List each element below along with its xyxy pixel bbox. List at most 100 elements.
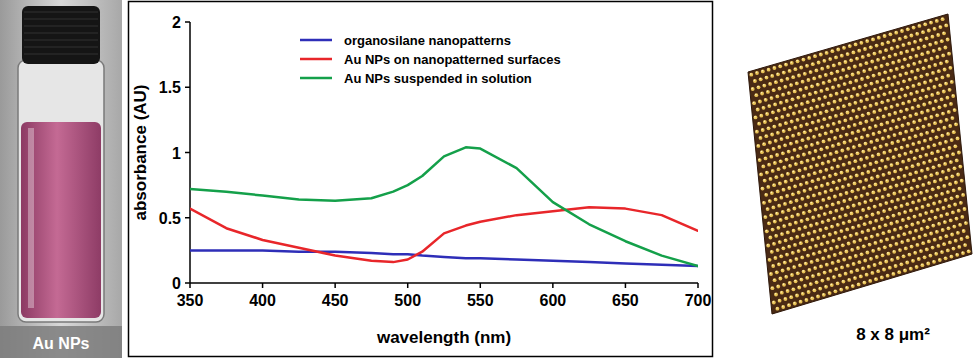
afm-dot-highlight [908,253,910,255]
afm-dot-highlight [889,150,891,152]
afm-dot-highlight [908,159,910,161]
afm-dot-highlight [909,114,911,116]
afm-dot [893,111,897,115]
afm-dot [884,260,888,264]
afm-dot-highlight [889,91,891,93]
afm-dot [762,84,766,88]
afm-dot-highlight [789,282,791,284]
afm-dot-highlight [782,210,784,212]
afm-dot-highlight [924,117,926,119]
afm-dot-highlight [782,188,784,190]
afm-dot-highlight [782,306,784,308]
afm-dot [856,188,860,192]
afm-dot [904,94,908,98]
afm-dot [892,250,896,254]
afm-dot [915,265,919,269]
y-tick-label: 1.5 [159,79,181,96]
afm-dot-highlight [816,259,818,261]
afm-dot [837,142,841,146]
afm-dot [781,93,785,97]
afm-dot-highlight [881,159,883,161]
afm-dot-highlight [779,123,781,125]
afm-dot [844,213,848,217]
afm-dot [835,128,839,132]
afm-dot [796,59,800,63]
cap-ridge [24,26,98,27]
afm-dot [855,268,859,272]
afm-dot-highlight [863,128,865,130]
afm-dot [754,93,758,97]
afm-dot-highlight [866,134,868,136]
afm-dot-highlight [886,238,888,240]
afm-dot-highlight [804,109,806,111]
afm-dot-highlight [776,154,778,156]
afm-dot-highlight [812,99,814,101]
afm-dot [804,203,808,207]
afm-dot-highlight [875,66,877,68]
afm-dot [919,249,923,253]
afm-dot [842,104,846,108]
afm-dot-highlight [798,133,800,135]
afm-dot-highlight [895,31,897,33]
afm-dot-highlight [885,107,887,109]
afm-dot [903,269,907,273]
afm-dot [908,253,912,257]
afm-dot [880,100,884,104]
afm-dot-highlight [892,156,894,158]
afm-dot [867,53,871,57]
afm-dot [757,85,761,89]
afm-dot-highlight [904,211,906,213]
afm-dot-highlight [836,187,838,189]
afm-dot-highlight [887,157,889,159]
afm-dot [824,73,828,77]
afm-dot [790,61,794,65]
afm-dot-highlight [921,111,923,113]
afm-dot [858,180,862,184]
afm-dot [775,270,779,274]
afm-dot [917,141,921,145]
afm-dot-highlight [885,85,887,87]
afm-dot-highlight [785,275,787,277]
afm-dot [820,184,824,188]
afm-dot [809,282,813,286]
afm-dot [807,78,811,82]
afm-dot [879,203,883,207]
afm-dot [829,94,833,98]
afm-dot [853,159,857,163]
afm-dot [878,108,882,112]
afm-dot-highlight [833,217,835,219]
afm-dot-highlight [874,125,876,127]
afm-dot-highlight [885,202,887,204]
afm-dot [858,238,862,242]
afm-dot-highlight [841,207,843,209]
afm-dot-highlight [850,59,852,61]
afm-dot-highlight [878,73,880,75]
afm-dot [837,84,841,88]
afm-dot-highlight [767,127,769,129]
afm-dot-highlight [792,193,794,195]
afm-dot [836,223,840,227]
afm-dot [911,106,915,110]
afm-dot [886,157,890,161]
afm-dot-highlight [792,229,794,231]
afm-dot-highlight [840,171,842,173]
afm-dot [754,116,758,120]
afm-dot [881,78,885,82]
afm-dot [848,139,852,143]
afm-dot-highlight [849,81,851,83]
afm-dot-highlight [787,231,789,233]
afm-dot [894,53,898,57]
afm-dot [821,257,825,261]
afm-dot-highlight [789,223,791,225]
afm-dot [766,90,770,94]
afm-dot-highlight [912,201,914,203]
afm-dot [773,161,777,165]
afm-dot [850,212,854,216]
afm-dot-highlight [855,79,857,81]
afm-dot [864,83,868,87]
afm-dot-highlight [773,242,775,244]
afm-dot-highlight [797,191,799,193]
afm-dot [787,91,791,95]
afm-dot [770,250,774,254]
afm-dot-highlight [920,228,922,230]
